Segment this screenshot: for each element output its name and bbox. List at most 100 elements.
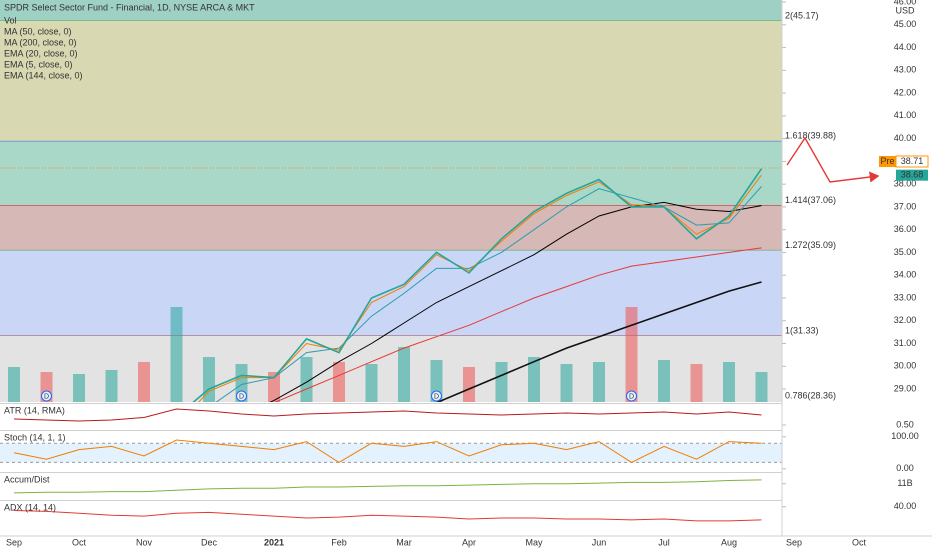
fib-label: 1(31.33) — [785, 325, 819, 335]
dividend-marker — [626, 390, 637, 402]
volume-bar — [8, 367, 20, 402]
fib-label: 2(45.17) — [785, 10, 819, 20]
volume-bar — [690, 364, 703, 402]
drawn-arrow — [786, 136, 880, 183]
volume-bar — [625, 307, 638, 402]
fib-label: 0.786(28.36) — [785, 390, 836, 400]
y-tick-label: 42.00 — [894, 87, 917, 97]
volume-bar — [73, 374, 85, 402]
volume-bar — [105, 370, 118, 402]
y-tick-label: 46.00 — [894, 0, 917, 6]
volume-bar — [495, 362, 508, 402]
y-tick-label: 44.00 — [894, 42, 917, 52]
dividend-marker — [236, 390, 247, 402]
volume-bar — [268, 372, 280, 402]
pre-badge-label: Pre — [880, 156, 894, 166]
x-tick-label: Oct — [72, 537, 87, 547]
last-price-box — [896, 169, 928, 181]
indicator-line — [13, 439, 762, 463]
volume-bar — [528, 357, 540, 402]
y-tick-label: 43.00 — [894, 65, 917, 75]
x-tick-label: May — [525, 537, 543, 547]
volume-bar — [593, 362, 605, 402]
fib-zone — [0, 20, 782, 142]
y-tick-label: 36.00 — [894, 224, 917, 234]
ma-line — [198, 174, 762, 402]
volume-bar — [398, 347, 410, 402]
y-tick-label: 100.00 — [891, 431, 919, 441]
x-tick-label: Nov — [136, 537, 153, 547]
indicator-panes — [0, 403, 782, 522]
y-tick-label: 0.50 — [896, 419, 914, 429]
y-tick-label: 45.00 — [894, 19, 917, 29]
fib-zone — [0, 0, 782, 21]
indicator-line — [13, 408, 762, 422]
y-tick-label: 41.00 — [894, 110, 917, 120]
pre-badge — [879, 155, 896, 167]
x-tick-label: 2021 — [264, 537, 284, 547]
x-tick-label: Jul — [658, 537, 670, 547]
price-line — [192, 168, 763, 402]
x-tick-label: Oct — [852, 537, 867, 547]
y-tick-label: 11B — [897, 478, 912, 488]
volume-bar — [560, 364, 573, 402]
legend-entry: EMA (20, close, 0) — [4, 48, 78, 58]
legend-entry: MA (200, close, 0) — [4, 37, 77, 47]
pre-price-box — [895, 155, 929, 168]
pane-title: Accum/Dist — [4, 474, 50, 484]
fib-label: 1.618(39.88) — [785, 131, 836, 141]
overlay: 2(45.17) 1.618(39.88) 1.414(37.06) 1.272(35… — [4, 0, 929, 547]
pane-title: ADX (14, 14) — [4, 502, 56, 512]
legend-entry: EMA (5, close, 0) — [4, 59, 73, 69]
dividend-marker — [431, 390, 442, 402]
currency-label: USD — [895, 5, 915, 15]
y-tick-label: 38.00 — [894, 179, 917, 189]
y-tick-label: 29.00 — [894, 383, 917, 393]
pane-title: ATR (14, RMA) — [4, 405, 65, 415]
fib-zone — [0, 335, 782, 402]
fib-label: 1.414(37.06) — [785, 195, 836, 205]
x-tick-label: Feb — [331, 537, 347, 547]
x-tick-label: Aug — [721, 537, 737, 547]
y-tick-label: 40.00 — [894, 133, 917, 143]
y-tick-label: 31.00 — [894, 338, 917, 348]
y-tick-label: 35.00 — [894, 247, 917, 257]
y-tick-label: 34.00 — [894, 270, 917, 280]
x-tick-label: Sep — [6, 537, 22, 547]
stoch-band — [0, 443, 782, 463]
volume-bar — [755, 372, 768, 402]
y-tick-label: 0.00 — [896, 463, 914, 473]
dividend-label: D — [239, 393, 244, 400]
dividend-label: D — [434, 393, 439, 400]
pane-title: Stoch (14, 1, 1) — [4, 432, 66, 442]
indicator-line — [13, 510, 762, 522]
ma-line — [215, 186, 762, 402]
y-tick-label: 33.00 — [894, 292, 917, 302]
fib-label: 1.272(35.09) — [785, 240, 836, 250]
y-tick-label: 30.00 — [894, 361, 917, 371]
pre-price-label: 38.71 — [901, 156, 924, 166]
volume-bar — [333, 362, 345, 402]
dividend-label: D — [44, 393, 49, 400]
legend-entry: MA (50, close, 0) — [4, 26, 72, 36]
x-tick-label: Mar — [396, 537, 412, 547]
x-tick-label: Dec — [201, 537, 218, 547]
fib-zone — [0, 141, 782, 206]
indicator-line — [13, 479, 762, 494]
last-price-label: 38.68 — [901, 170, 924, 180]
volume-bar — [658, 360, 670, 402]
volume-bar — [365, 364, 378, 402]
fib-zone — [0, 205, 782, 251]
chart-title: SPDR Select Sector Fund - Financial, 1D,… — [4, 2, 255, 12]
dividend-marker — [41, 390, 52, 402]
volume-bar — [463, 367, 475, 402]
ma-line — [436, 281, 762, 402]
x-tick-label: Sep — [786, 537, 802, 547]
ma-line — [274, 247, 762, 402]
y-tick-label: 37.00 — [894, 201, 917, 211]
y-tick-label: 40.00 — [894, 501, 917, 511]
y-tick-label: 32.00 — [894, 315, 917, 325]
dividend-label: D — [629, 393, 634, 400]
x-tick-label: Jun — [592, 537, 607, 547]
